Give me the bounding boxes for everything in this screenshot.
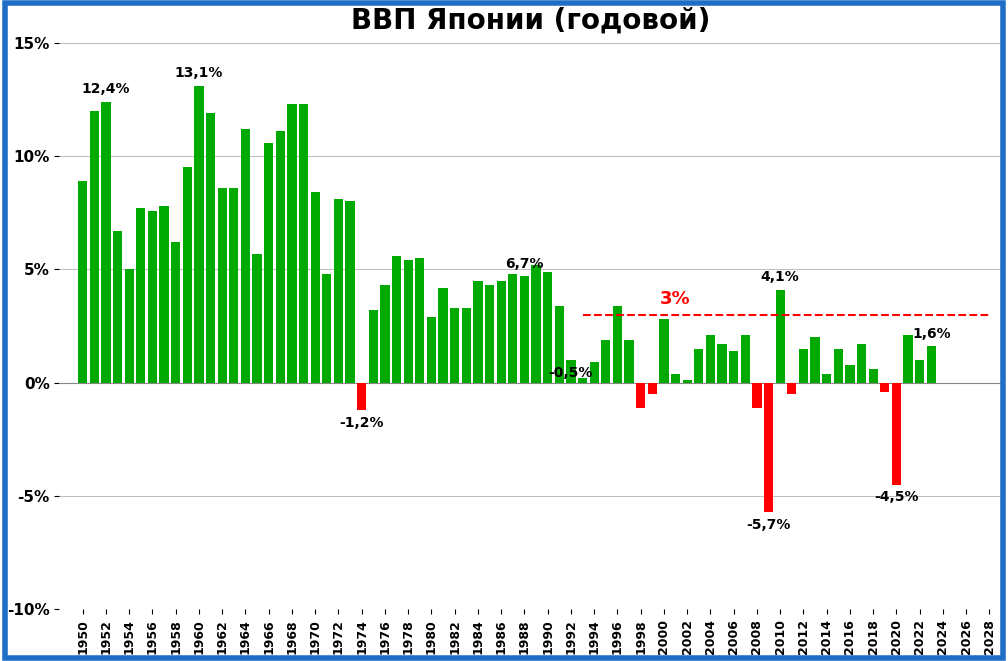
Bar [206, 113, 215, 383]
Bar [380, 286, 389, 383]
Bar [671, 373, 680, 383]
Text: 6,7%: 6,7% [505, 256, 543, 270]
Bar [682, 381, 691, 383]
Bar [590, 362, 599, 383]
Bar [926, 346, 936, 383]
Text: -5,7%: -5,7% [746, 518, 790, 531]
Bar [636, 383, 645, 408]
Bar [566, 360, 576, 383]
Bar [729, 351, 738, 383]
Bar [438, 288, 448, 383]
Bar [426, 317, 436, 383]
Bar [346, 202, 355, 383]
Bar [706, 335, 715, 383]
Bar [415, 258, 424, 383]
Bar [264, 143, 273, 383]
Bar [624, 340, 634, 383]
Bar [310, 192, 320, 383]
Text: -4,5%: -4,5% [874, 490, 918, 504]
Text: -1,2%: -1,2% [340, 416, 384, 430]
Bar [323, 274, 332, 383]
Bar [741, 335, 750, 383]
Text: -0,5%: -0,5% [548, 366, 593, 379]
Bar [90, 111, 99, 383]
Bar [543, 272, 552, 383]
Bar [462, 308, 471, 383]
Title: ВВП Японии (годовой): ВВП Японии (годовой) [351, 7, 710, 35]
Bar [195, 86, 204, 383]
Text: 12,4%: 12,4% [82, 82, 130, 96]
Bar [159, 206, 168, 383]
Bar [508, 274, 517, 383]
Bar [554, 305, 563, 383]
Bar [403, 260, 413, 383]
Bar [218, 188, 227, 383]
Bar [869, 369, 878, 383]
Bar [229, 188, 239, 383]
Bar [520, 276, 529, 383]
Bar [880, 383, 889, 392]
Bar [275, 131, 285, 383]
Bar [531, 265, 540, 383]
Bar [648, 383, 657, 394]
Bar [125, 270, 134, 383]
Bar [113, 231, 122, 383]
Bar [892, 383, 901, 485]
Bar [787, 383, 796, 394]
Bar [299, 104, 308, 383]
Bar [334, 199, 343, 383]
Bar [497, 281, 506, 383]
Bar [752, 383, 762, 408]
Bar [613, 305, 622, 383]
Bar [823, 373, 832, 383]
Text: 13,1%: 13,1% [174, 66, 223, 80]
Bar [718, 344, 727, 383]
Bar [485, 286, 494, 383]
Bar [148, 210, 157, 383]
Bar [78, 181, 88, 383]
Bar [695, 349, 704, 383]
Bar [241, 129, 250, 383]
Bar [601, 340, 611, 383]
Bar [798, 349, 808, 383]
Bar [474, 281, 483, 383]
Bar [834, 349, 843, 383]
Bar [578, 378, 588, 383]
Bar [171, 242, 180, 383]
Bar [764, 383, 773, 512]
Bar [810, 337, 820, 383]
Bar [369, 310, 378, 383]
Bar [846, 365, 855, 383]
Bar [252, 254, 262, 383]
Bar [857, 344, 866, 383]
Bar [182, 167, 192, 383]
Bar [450, 308, 460, 383]
Bar [392, 256, 401, 383]
Text: 4,1%: 4,1% [761, 270, 799, 284]
Bar [101, 102, 111, 383]
Text: 3%: 3% [660, 290, 690, 308]
Bar [775, 290, 785, 383]
Bar [357, 383, 366, 410]
Bar [659, 319, 668, 383]
Text: 1,6%: 1,6% [912, 327, 951, 341]
Bar [915, 360, 924, 383]
Bar [903, 335, 912, 383]
Bar [287, 104, 296, 383]
Bar [136, 208, 145, 383]
